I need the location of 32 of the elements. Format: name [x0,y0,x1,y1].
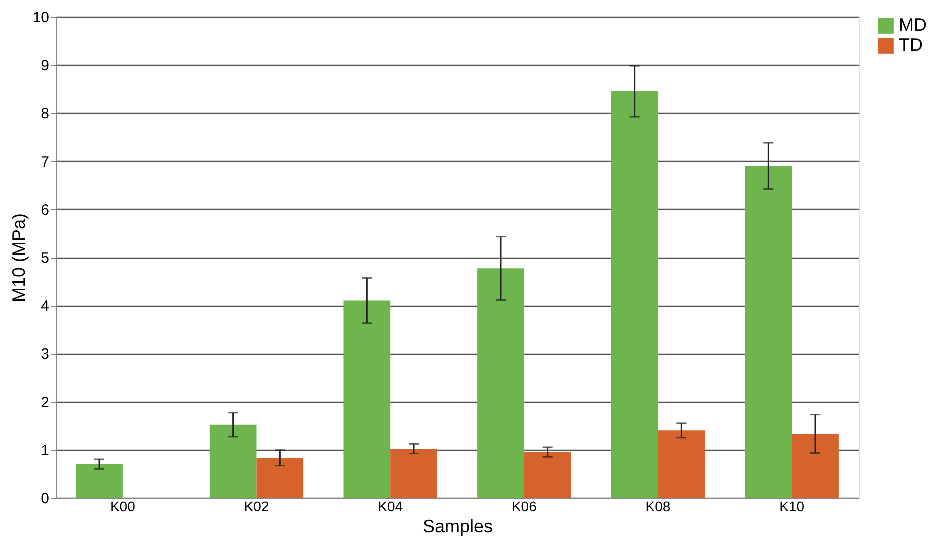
y-tick-label: 3 [41,346,50,364]
y-axis-title: M10 (MPa) [8,213,29,303]
y-tick-label: 10 [32,10,50,26]
bar [210,424,257,498]
x-tick-label: K06 [512,498,538,514]
x-tick-label: K08 [646,498,671,514]
legend-label: MD [899,15,927,35]
legend-label: TD [899,35,923,55]
y-tick-label: 9 [41,58,50,75]
y-tick-label: 4 [41,298,50,316]
bar [524,452,572,498]
x-tick-label: K02 [244,498,270,514]
x-tick-label: K00 [110,498,136,514]
bar [745,166,792,498]
x-axis-title: Samples [422,516,494,536]
bar [344,300,391,498]
x-tick-label: K04 [378,498,404,514]
y-tick-label: 0 [41,490,50,508]
bar [611,92,658,498]
x-tick-label: K10 [780,498,805,514]
bar [792,434,839,498]
y-tick-label: 6 [41,202,50,219]
y-tick-label: 5 [41,250,50,267]
bar [658,430,706,498]
y-tick-label: 7 [41,154,50,171]
y-tick-label: 8 [41,106,50,123]
bar [76,464,123,498]
y-tick-label: 1 [41,442,50,460]
bar [390,448,438,498]
bar [256,458,304,498]
bar [478,268,524,498]
y-tick-label: 2 [41,394,50,412]
